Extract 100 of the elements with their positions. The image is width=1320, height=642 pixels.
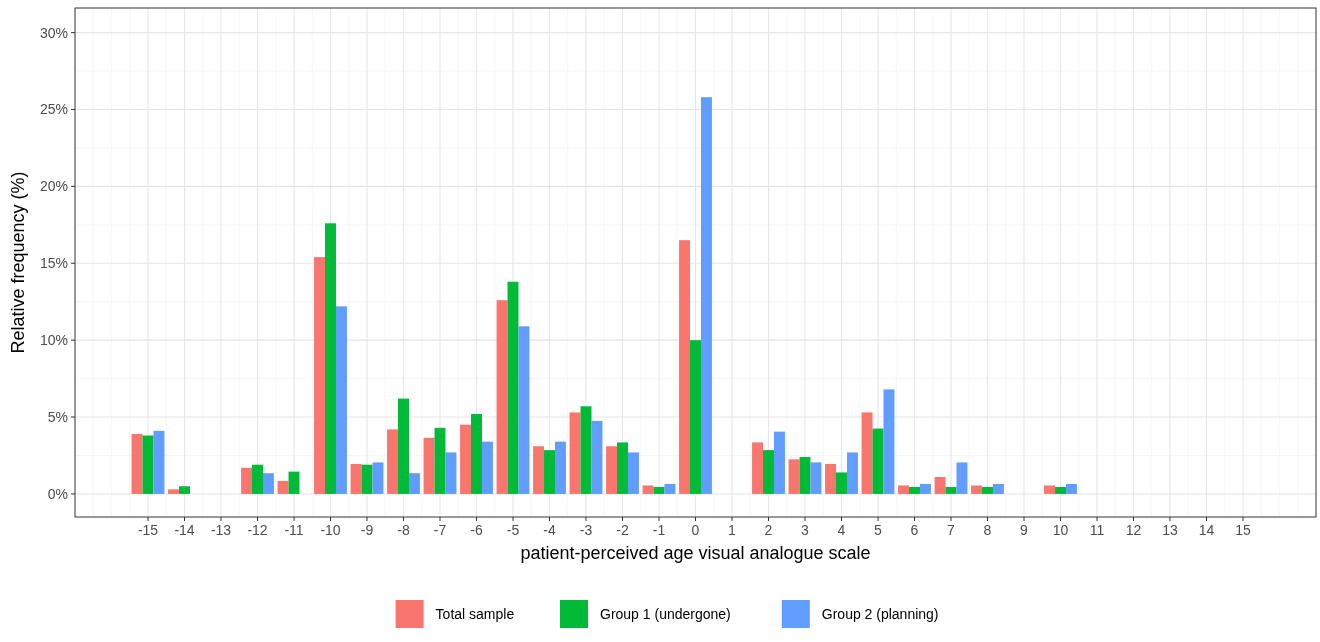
legend-label: Group 2 (planning) — [821, 605, 939, 622]
bar — [591, 420, 603, 494]
bar — [533, 446, 545, 494]
x-tick-label: 11 — [1089, 522, 1105, 538]
bar — [773, 431, 785, 494]
x-tick-label: 0 — [691, 522, 700, 538]
bar — [518, 326, 530, 494]
y-tick-label: 30% — [39, 24, 68, 41]
bar — [664, 483, 676, 494]
bar — [617, 442, 628, 494]
x-tick-label: 7 — [947, 522, 956, 538]
bar — [168, 489, 180, 494]
x-tick-label: -2 — [616, 522, 629, 538]
bar — [361, 464, 373, 494]
x-tick-label: -14 — [174, 522, 195, 538]
x-tick-label: -9 — [360, 522, 374, 538]
bar — [434, 427, 446, 494]
x-tick-label: 13 — [1162, 522, 1178, 538]
bar — [642, 485, 654, 494]
x-tick-label: -13 — [210, 522, 232, 538]
bar — [387, 429, 399, 494]
x-tick-label: -1 — [652, 522, 666, 538]
y-axis-title: Relative frequency (%) — [8, 171, 28, 354]
bar — [288, 471, 300, 494]
bar — [1065, 483, 1077, 494]
y-tick-label: 15% — [39, 255, 68, 272]
bar — [325, 223, 336, 494]
bar — [142, 435, 154, 494]
bar — [883, 389, 895, 494]
x-tick-label: 6 — [910, 522, 919, 538]
bar — [554, 441, 566, 494]
bar — [544, 450, 555, 494]
bar — [679, 240, 691, 494]
legend-label: Total sample — [435, 605, 515, 622]
bar — [752, 442, 764, 494]
x-tick-label: -10 — [320, 522, 341, 538]
bar — [471, 413, 482, 494]
bar — [262, 473, 274, 494]
bar — [481, 441, 493, 494]
x-tick-label: 10 — [1052, 522, 1069, 538]
x-tick-label: 14 — [1198, 522, 1215, 538]
x-tick-label: 8 — [983, 522, 992, 538]
bar — [569, 412, 581, 494]
x-tick-label: 1 — [728, 522, 737, 538]
bar — [872, 428, 884, 494]
bar — [252, 464, 263, 494]
legend-label: Group 1 (undergone) — [600, 605, 731, 622]
bar — [909, 487, 920, 494]
bar — [372, 462, 384, 494]
bar — [507, 281, 519, 494]
bar — [350, 463, 362, 494]
bar — [861, 412, 873, 494]
y-tick-label: 0% — [47, 485, 68, 502]
bar — [314, 257, 326, 494]
bar — [992, 483, 1004, 494]
bar — [763, 450, 774, 494]
x-tick-label: -5 — [506, 522, 520, 538]
bar — [460, 424, 472, 494]
bar — [956, 462, 968, 494]
bar — [982, 487, 993, 494]
bar — [241, 467, 253, 494]
x-tick-label: 9 — [1020, 522, 1029, 538]
bar — [690, 340, 701, 494]
bar — [919, 483, 931, 494]
bar — [580, 406, 592, 494]
bar — [1055, 487, 1066, 494]
bar — [653, 487, 665, 494]
bar — [627, 452, 639, 494]
x-tick-label: 5 — [874, 522, 883, 538]
x-axis-title: patient-perceived age visual analogue scale — [520, 543, 871, 563]
x-tick-label: 12 — [1125, 522, 1142, 538]
y-tick-label: 20% — [39, 178, 68, 195]
bar — [700, 97, 712, 494]
y-tick-label: 5% — [47, 408, 68, 425]
x-tick-label: -11 — [284, 522, 304, 538]
x-tick-label: -7 — [433, 522, 447, 538]
bar — [496, 300, 508, 494]
x-tick-label: 4 — [837, 522, 846, 538]
bar — [131, 433, 143, 494]
x-tick-label: -6 — [470, 522, 483, 538]
x-tick-label: -8 — [397, 522, 410, 538]
bar — [335, 306, 347, 494]
bar — [810, 462, 822, 494]
bar — [945, 487, 957, 494]
x-tick-label: -12 — [247, 522, 268, 538]
x-tick-label: 15 — [1235, 522, 1251, 538]
bar — [971, 485, 983, 494]
bar — [408, 473, 420, 494]
bar — [606, 446, 618, 494]
bar — [179, 486, 190, 494]
bar — [846, 452, 858, 494]
y-tick-label: 10% — [39, 332, 68, 349]
x-tick-label: -15 — [137, 522, 159, 538]
x-tick-label: -3 — [579, 522, 593, 538]
bar — [836, 472, 847, 494]
x-tick-label: 2 — [764, 522, 773, 538]
bar — [423, 437, 435, 494]
y-tick-label: 25% — [39, 101, 68, 118]
bar — [1044, 485, 1056, 494]
bar — [934, 477, 946, 494]
